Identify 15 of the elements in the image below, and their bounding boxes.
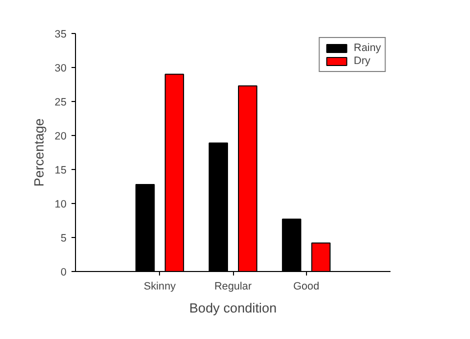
y-tick-label: 0 (60, 266, 67, 278)
y-tick-label: 10 (54, 198, 67, 210)
y-tick-label: 30 (54, 62, 67, 74)
y-axis-title: Percentage (32, 118, 47, 187)
y-tick-label: 25 (54, 96, 67, 108)
x-tick-label: Skinny (144, 280, 176, 292)
y-tick-label: 20 (54, 130, 67, 142)
x-axis-title: Body condition (189, 300, 277, 316)
y-tick-label: 35 (54, 28, 67, 40)
legend-label: Dry (354, 55, 372, 67)
x-tick-label: Regular (214, 280, 252, 292)
y-tick-label: 5 (60, 232, 67, 244)
x-tick-label: Good (293, 280, 320, 292)
legend-label: Rainy (354, 42, 381, 54)
y-tick-label: 15 (54, 164, 67, 176)
